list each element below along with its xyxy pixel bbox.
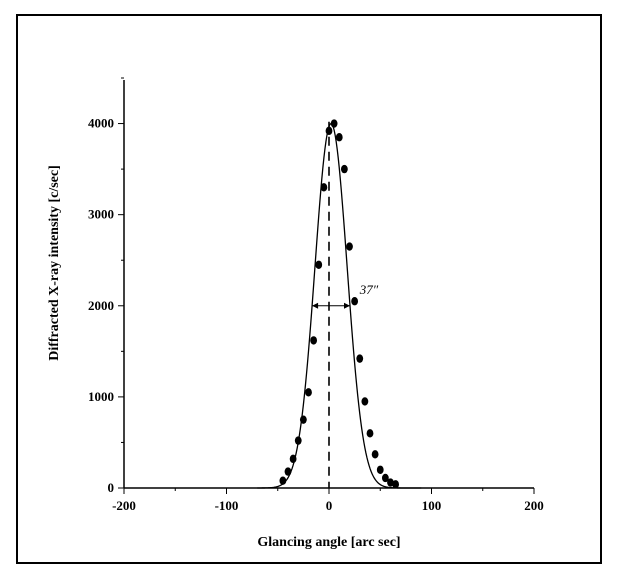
data-point xyxy=(330,119,338,128)
y-tick-label: 4000 xyxy=(88,116,114,131)
data-point xyxy=(289,454,297,464)
x-tick-label: -200 xyxy=(112,498,136,513)
data-point xyxy=(305,388,312,397)
y-tick-label: 0 xyxy=(108,480,115,495)
y-tick-label: 2000 xyxy=(88,298,114,313)
fwhm-arrowhead-right xyxy=(344,302,351,309)
x-tick-label: -100 xyxy=(215,498,239,513)
data-point xyxy=(299,415,307,424)
x-tick-label: 0 xyxy=(326,498,333,513)
data-point xyxy=(361,397,369,406)
x-tick-label: 100 xyxy=(422,498,442,513)
y-tick-label: 1000 xyxy=(88,389,114,404)
data-point xyxy=(376,465,384,474)
data-point xyxy=(371,450,379,459)
data-point xyxy=(340,164,348,174)
data-point xyxy=(284,467,292,476)
data-point xyxy=(387,478,394,487)
y-axis-title: Diffracted X-ray intensity [c/sec] xyxy=(47,165,62,361)
data-point xyxy=(320,183,328,192)
fwhm-annotation: 37″ xyxy=(359,282,379,297)
x-axis-title: Glancing angle [arc sec] xyxy=(257,535,400,550)
data-point xyxy=(366,429,374,438)
data-point xyxy=(279,476,287,485)
data-point xyxy=(346,242,353,251)
data-marks xyxy=(257,119,422,489)
data-point xyxy=(351,297,359,306)
fwhm-arrowhead-left xyxy=(312,302,319,309)
figure-frame: -200 -100 0 100 200 0 1000 2000 3000 4000 Glancin… xyxy=(16,14,602,564)
y-tick-label: 3000 xyxy=(88,207,114,222)
x-tick-label: 200 xyxy=(524,498,544,513)
data-point xyxy=(356,354,364,363)
data-point xyxy=(294,436,302,445)
data-point xyxy=(325,126,333,136)
data-point xyxy=(392,480,400,489)
data-point xyxy=(310,336,318,345)
data-point xyxy=(381,473,389,483)
data-point xyxy=(315,260,323,269)
data-point xyxy=(335,133,343,142)
